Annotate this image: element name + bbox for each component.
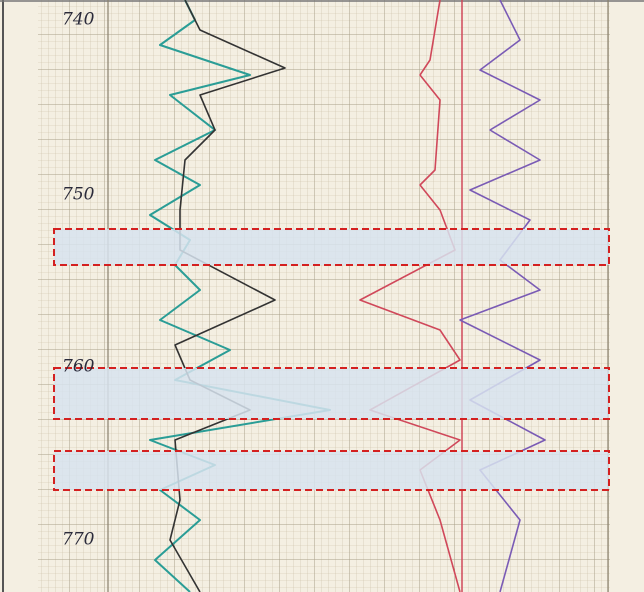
depth-label: 750 (62, 185, 95, 205)
log-scan: 740 750 760 770 (0, 0, 644, 592)
depth-label: 770 (62, 530, 95, 550)
screenshot: 740 750 760 770 (0, 0, 644, 592)
depth-label: 760 (62, 357, 95, 377)
highlight-zone (54, 229, 609, 265)
highlight-zone (54, 368, 609, 419)
highlight-zone (54, 451, 609, 490)
depth-label: 740 (62, 10, 95, 30)
